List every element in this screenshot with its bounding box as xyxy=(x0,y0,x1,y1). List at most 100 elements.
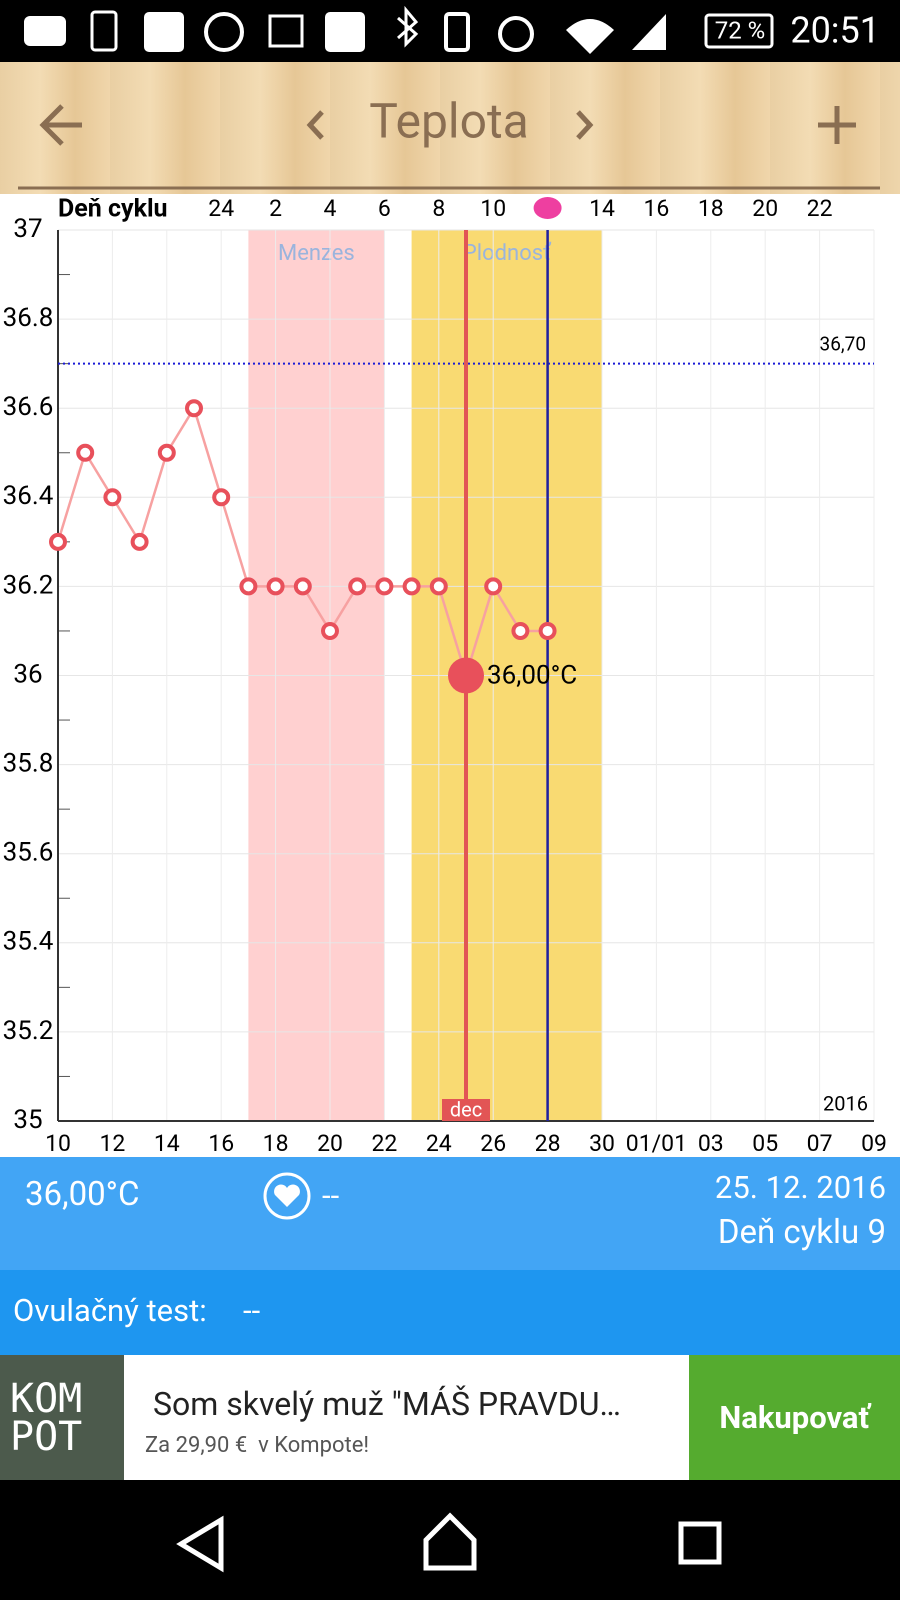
ad-logo: KOM POT xyxy=(0,1355,124,1480)
band-label: Menzes xyxy=(278,241,355,266)
x-tick-label: 10 xyxy=(45,1130,71,1157)
heart-shape xyxy=(274,1184,300,1207)
x-tick-label: 03 xyxy=(698,1130,724,1157)
day-info: 36,00°C -- 25. 12. 2016 Deň cyklu 9 xyxy=(0,1157,900,1270)
cycle-day-label: 22 xyxy=(807,195,833,222)
clock: 20:51 xyxy=(790,10,880,52)
ad-subline: Za 29,90 € v Kompote! xyxy=(145,1433,370,1458)
data-point xyxy=(130,532,149,551)
data-point xyxy=(321,621,339,640)
logo-line: POT xyxy=(10,1414,83,1460)
y-tick-label: 35.8 xyxy=(3,748,54,778)
icon xyxy=(204,12,244,52)
month-label: dec xyxy=(450,1097,482,1121)
cycle-day-label: 18 xyxy=(698,195,724,222)
nav-icons xyxy=(176,1512,722,1573)
data-point xyxy=(239,577,258,596)
battery-frame xyxy=(704,13,774,49)
y-tick-label: 36.8 xyxy=(3,303,54,333)
band-label: Plodnosť xyxy=(463,241,552,266)
next-button[interactable] xyxy=(576,110,594,140)
cycle-day-label: 24 xyxy=(208,195,234,222)
cycle-day-label: 10 xyxy=(480,195,506,222)
battery-level: 72 % xyxy=(715,16,766,44)
data-point xyxy=(484,577,503,596)
cycle-day-label: 2 xyxy=(269,195,282,222)
x-tick-label: 05 xyxy=(752,1130,778,1157)
y-tick-label: 35.2 xyxy=(3,1016,54,1046)
heart-value: -- xyxy=(322,1177,340,1214)
cycle-day-label: 8 xyxy=(432,195,445,222)
data-point xyxy=(212,488,231,507)
data-point xyxy=(402,577,421,596)
data-point xyxy=(185,399,203,418)
cycle-day-label: 6 xyxy=(378,195,391,222)
ovulation-test[interactable]: Ovulačný test: -- xyxy=(0,1270,900,1355)
x-tick-label: 28 xyxy=(535,1130,561,1157)
ovulation-label: Ovulačný test: xyxy=(13,1292,207,1329)
x-tick-label: 24 xyxy=(426,1130,452,1157)
advertisement[interactable]: KOM POT Som skvelý muž "MÁŠ PRAVDU… Za 2… xyxy=(0,1355,900,1480)
cycle-day-label: 20 xyxy=(752,195,778,222)
data-point xyxy=(293,577,312,596)
icon xyxy=(397,5,419,48)
icon xyxy=(444,12,470,52)
previous-button[interactable] xyxy=(306,110,324,140)
ovulation-marker xyxy=(533,197,562,219)
cycle-axis-title: Deň cyklu xyxy=(58,195,168,224)
data-point xyxy=(511,621,530,640)
x-tick-label: 01/01 xyxy=(626,1130,687,1157)
nav-recents[interactable] xyxy=(678,1521,722,1565)
back-button[interactable] xyxy=(39,104,82,146)
cycle-day: Deň cyklu 9 xyxy=(717,1213,886,1252)
x-tick-label: 09 xyxy=(861,1130,887,1157)
y-tick-label: 35 xyxy=(13,1105,42,1135)
ad-button[interactable]: Nakupovať xyxy=(689,1355,900,1480)
year-label: 2016 xyxy=(823,1091,868,1115)
data-point xyxy=(76,443,95,462)
y-tick-label: 36.2 xyxy=(3,570,54,600)
cycle-day-label: 4 xyxy=(324,195,337,222)
reference-label: 36,70 xyxy=(820,333,866,356)
navigation-bar xyxy=(0,1480,900,1600)
status-icons: 72 % 20:51 xyxy=(24,5,880,54)
cycle-day-label: 16 xyxy=(643,195,669,222)
nav-home[interactable] xyxy=(423,1512,477,1571)
x-tick-label: 07 xyxy=(807,1130,833,1157)
icon xyxy=(566,19,614,54)
x-tick-label: 18 xyxy=(263,1130,289,1157)
icon xyxy=(498,16,534,52)
x-tick-label: 12 xyxy=(99,1130,125,1157)
x-tick-label: 22 xyxy=(371,1130,397,1157)
y-tick-label: 35.6 xyxy=(3,838,54,868)
nav-back[interactable] xyxy=(176,1515,224,1573)
x-tick-label: 14 xyxy=(154,1130,180,1157)
icon xyxy=(632,14,666,50)
icon xyxy=(24,16,66,46)
x-tick-label: 20 xyxy=(317,1130,343,1157)
y-tick-label: 36 xyxy=(13,659,42,689)
selected-point xyxy=(448,657,484,694)
heart-icon[interactable] xyxy=(262,1171,312,1221)
icon xyxy=(90,10,118,52)
cycle-day-label: 14 xyxy=(589,195,615,222)
screen-title: Teplota xyxy=(369,93,529,150)
data-point xyxy=(103,488,122,507)
data-point xyxy=(49,532,67,551)
x-tick-label: 30 xyxy=(589,1130,615,1157)
x-tick-label: 26 xyxy=(480,1130,506,1157)
y-tick-label: 37 xyxy=(13,214,42,244)
month-label-bg xyxy=(442,1099,490,1121)
add-button[interactable] xyxy=(818,106,856,144)
icon xyxy=(325,12,365,52)
logo-line: KOM xyxy=(10,1376,83,1422)
y-tick-label: 36.4 xyxy=(3,481,54,511)
x-tick-label: 16 xyxy=(208,1130,234,1157)
ovulation-value: -- xyxy=(243,1292,261,1329)
app-bar: Teplota xyxy=(0,62,900,194)
ad-headline: Som skvelý muž "MÁŠ PRAVDU… xyxy=(153,1385,621,1423)
data-point xyxy=(348,577,367,596)
data-point xyxy=(429,577,448,596)
temperature-chart: Deň cyklu Menzes Plodnosť 35 35.2 35.4 35.6 35… xyxy=(0,194,900,1157)
status-bar: 72 % 20:51 xyxy=(0,0,900,62)
